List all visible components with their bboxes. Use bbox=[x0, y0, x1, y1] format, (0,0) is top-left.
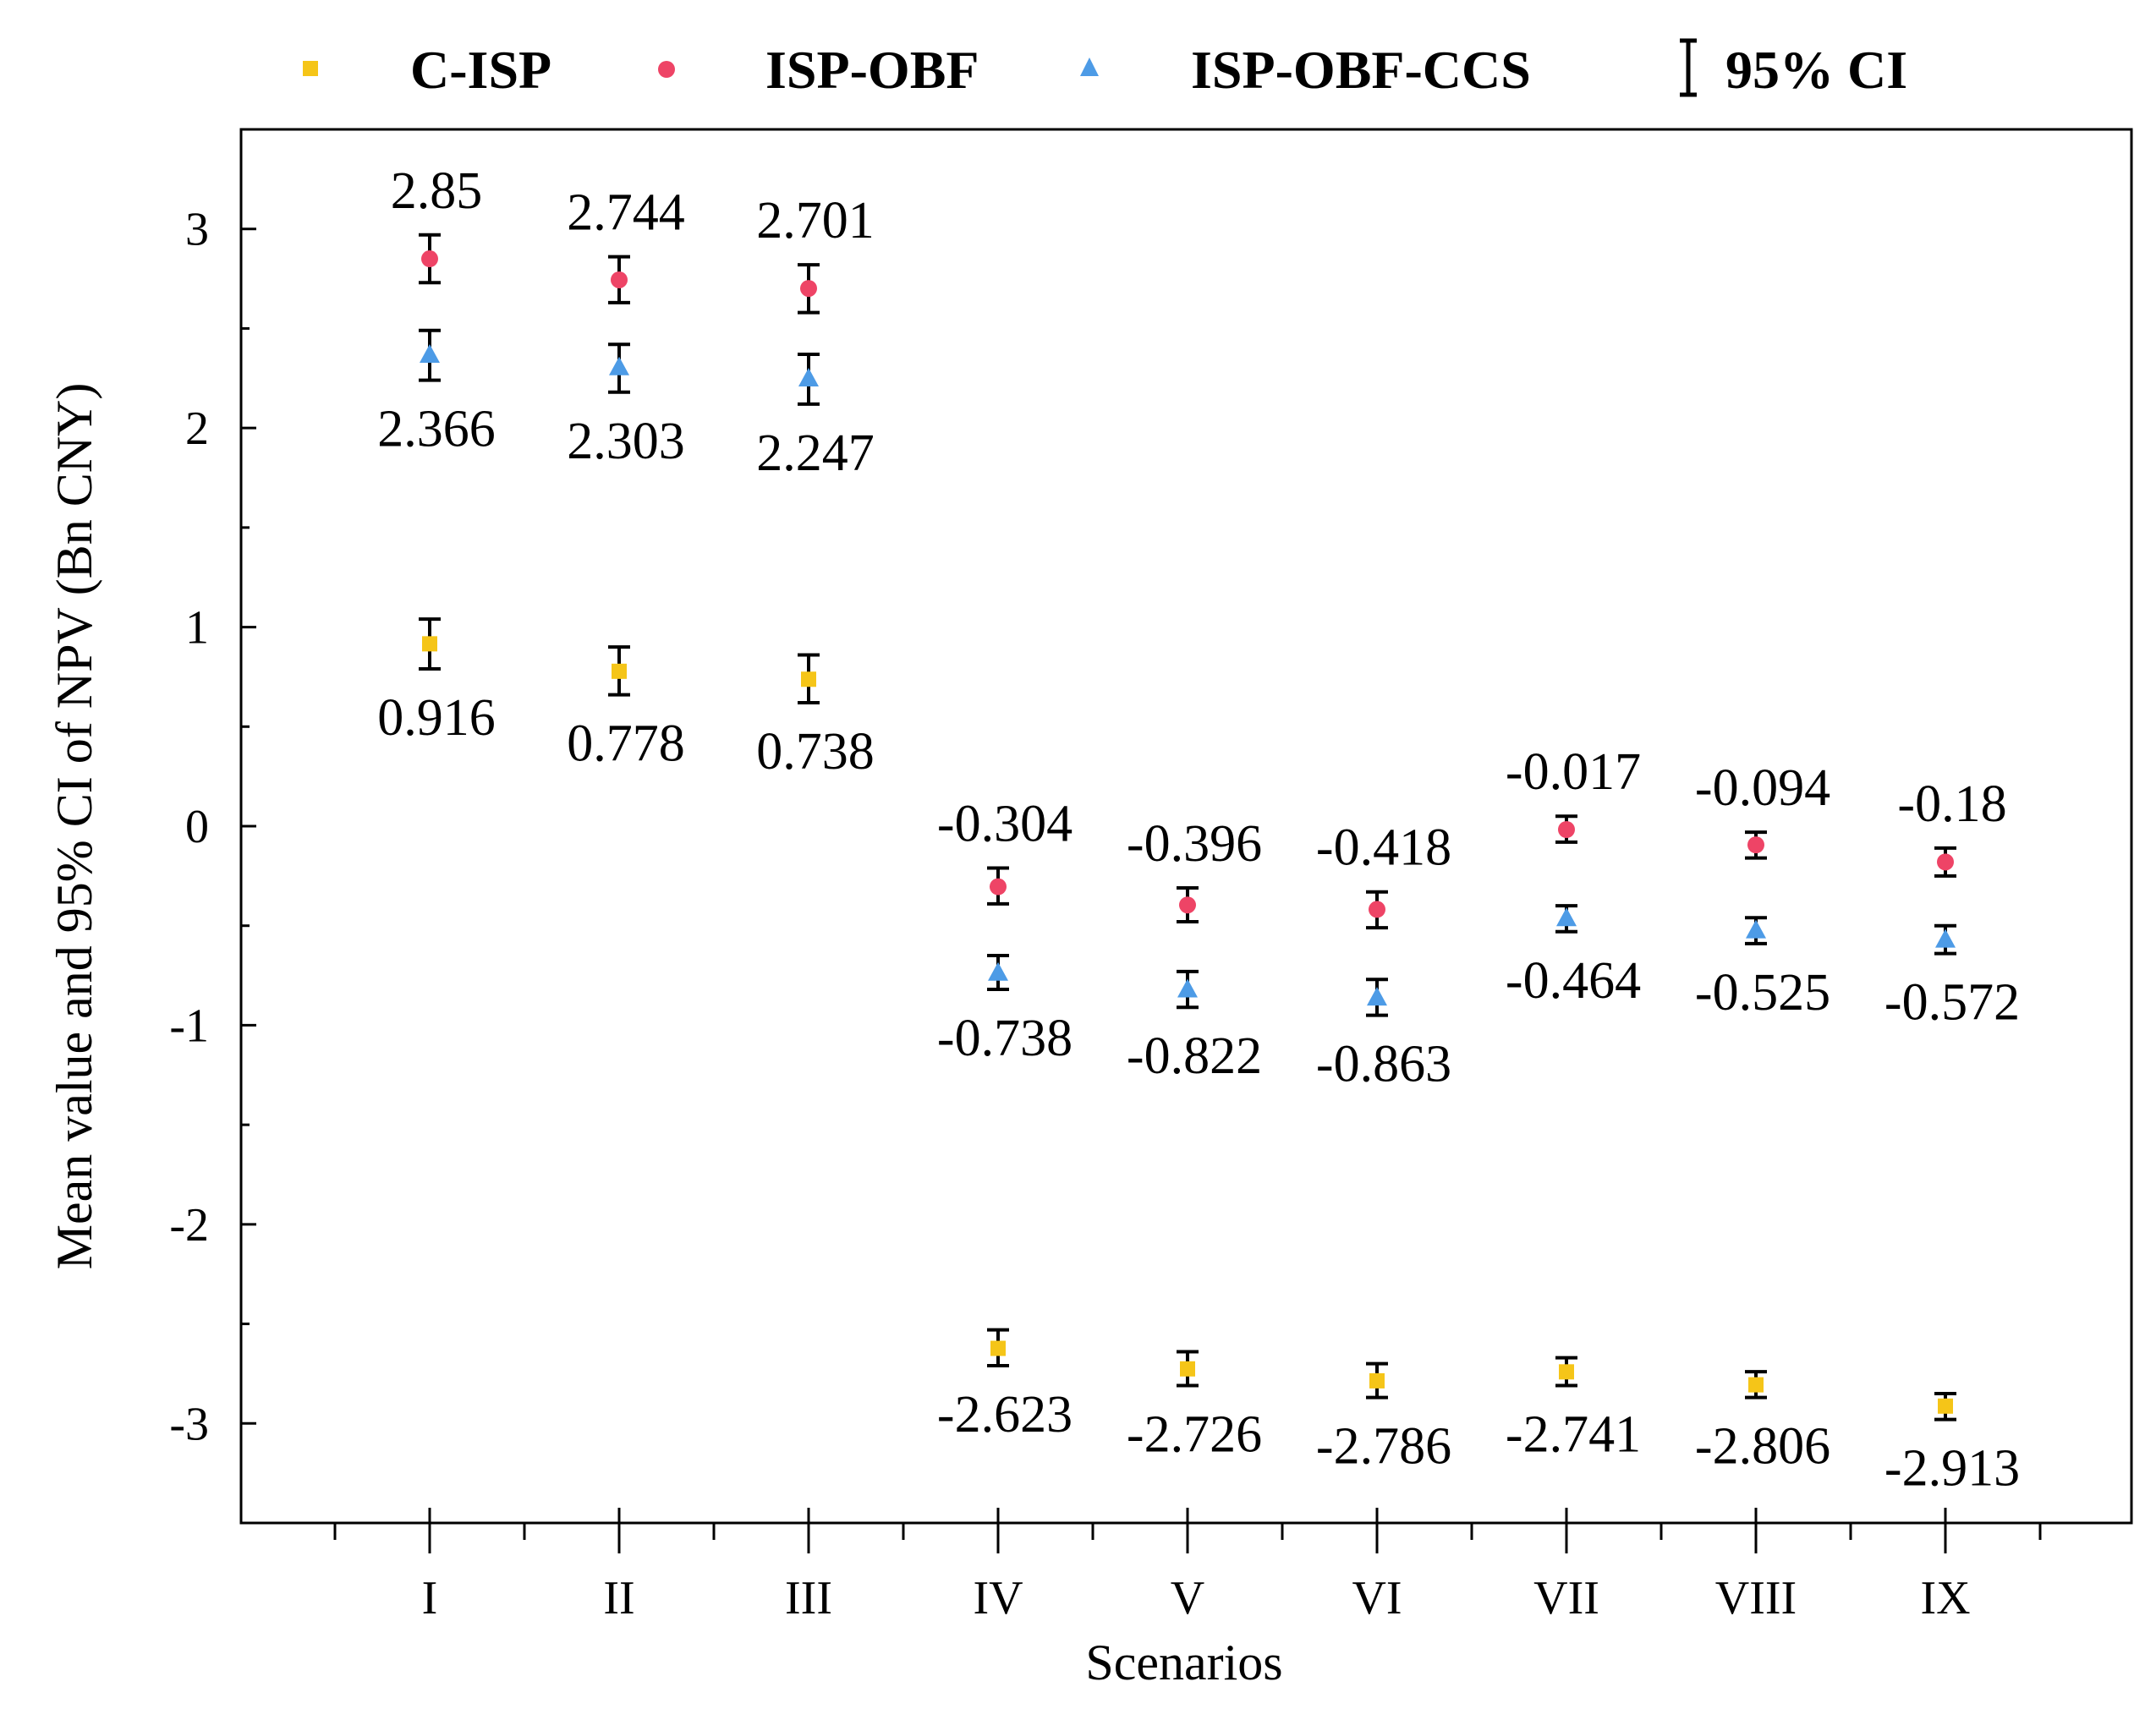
data-label-isp-obf-ccs: 2.247 bbox=[756, 425, 875, 482]
legend-label-c-isp: C-ISP bbox=[410, 40, 551, 100]
data-label-isp-obf: 2.744 bbox=[567, 184, 685, 242]
data-label-c-isp: -2.786 bbox=[1316, 1418, 1451, 1476]
data-label-isp-obf-ccs: 2.303 bbox=[567, 413, 685, 470]
point-c-isp bbox=[1369, 1372, 1385, 1389]
x-tick-label: VI bbox=[1352, 1572, 1402, 1624]
point-c-isp bbox=[1938, 1398, 1953, 1414]
point-isp-obf-ccs bbox=[609, 356, 629, 375]
y-tick-label: 1 bbox=[185, 602, 209, 655]
x-axis: I II III IV V VI VII VIII IX bbox=[333, 1508, 2042, 1624]
x-tick-label: V bbox=[1171, 1572, 1204, 1624]
x-tick-label: II bbox=[603, 1572, 634, 1624]
point-isp-obf-ccs bbox=[420, 343, 440, 363]
data-label-c-isp: -2.623 bbox=[937, 1386, 1073, 1443]
point-c-isp bbox=[1559, 1364, 1574, 1380]
data-label-isp-obf-ccs: 2.366 bbox=[377, 401, 496, 458]
point-isp-obf bbox=[800, 280, 817, 298]
data-label-c-isp: -2.726 bbox=[1127, 1406, 1262, 1464]
point-isp-obf-ccs bbox=[988, 961, 1008, 981]
data-label-c-isp: -2.741 bbox=[1506, 1406, 1641, 1464]
x-tick-label: III bbox=[785, 1572, 832, 1624]
point-c-isp bbox=[990, 1340, 1006, 1356]
point-isp-obf bbox=[1747, 836, 1764, 854]
point-isp-obf-ccs bbox=[1367, 987, 1387, 1006]
data-label-isp-obf-ccs: -0.738 bbox=[937, 1010, 1073, 1067]
point-isp-obf bbox=[1558, 821, 1575, 839]
y-tick-label: 2 bbox=[185, 403, 209, 455]
y-axis: -3 -2 -1 0 1 2 3 bbox=[169, 128, 256, 1525]
data-label-isp-obf: -0.304 bbox=[937, 795, 1073, 852]
data-label-isp-obf: -0.094 bbox=[1695, 759, 1830, 817]
x-tick-label: VIII bbox=[1715, 1572, 1797, 1624]
y-tick-label: -1 bbox=[169, 1000, 209, 1052]
point-isp-obf bbox=[611, 271, 628, 288]
legend-marker-c-isp bbox=[303, 61, 318, 76]
legend: C-ISP ISP-OBF ISP-OBF-CCS 95% CI bbox=[303, 38, 1907, 100]
data-label-isp-obf: -0.18 bbox=[1897, 775, 2006, 833]
point-isp-obf bbox=[990, 878, 1007, 896]
data-label-c-isp: -2.913 bbox=[1884, 1440, 2020, 1498]
data-label-isp-obf: 2.85 bbox=[391, 162, 483, 220]
point-c-isp bbox=[1748, 1377, 1764, 1393]
point-isp-obf-ccs bbox=[1177, 978, 1198, 998]
data-label-isp-obf: -0.396 bbox=[1127, 815, 1262, 873]
data-label-isp-obf: -0.418 bbox=[1316, 819, 1451, 877]
plot-marks: 0.916 0.778 0.738-2.623 -2.726 -2.786 -2.741-… bbox=[377, 162, 2020, 1498]
point-c-isp bbox=[422, 636, 437, 652]
data-label-isp-obf-ccs: -0.525 bbox=[1695, 964, 1830, 1022]
legend-ci-icon bbox=[1680, 38, 1697, 97]
point-isp-obf-ccs bbox=[1746, 919, 1766, 939]
legend-label-ci: 95% CI bbox=[1725, 40, 1907, 100]
data-label-c-isp: 0.778 bbox=[567, 715, 685, 773]
x-axis-title: Scenarios bbox=[1085, 1635, 1282, 1690]
point-c-isp bbox=[801, 671, 816, 687]
y-tick-label: -3 bbox=[169, 1398, 209, 1450]
data-label-isp-obf: -0.017 bbox=[1506, 743, 1641, 801]
y-tick-label: 3 bbox=[185, 204, 209, 256]
point-isp-obf-ccs bbox=[1935, 928, 1956, 948]
data-label-isp-obf-ccs: -0.863 bbox=[1316, 1036, 1451, 1093]
y-tick-label: 0 bbox=[185, 801, 209, 853]
y-tick-label: -2 bbox=[169, 1199, 209, 1252]
point-isp-obf bbox=[1179, 896, 1196, 914]
data-label-isp-obf: 2.701 bbox=[756, 192, 875, 249]
point-isp-obf bbox=[1937, 853, 1954, 871]
point-isp-obf bbox=[421, 250, 438, 268]
point-isp-obf-ccs bbox=[1556, 907, 1577, 927]
data-label-c-isp: -2.806 bbox=[1695, 1418, 1830, 1476]
legend-label-isp-obf-ccs: ISP-OBF-CCS bbox=[1191, 40, 1531, 100]
x-tick-label: I bbox=[422, 1572, 438, 1624]
data-label-c-isp: 0.738 bbox=[756, 723, 875, 781]
point-isp-obf-ccs bbox=[798, 367, 819, 386]
legend-marker-isp-obf bbox=[658, 61, 675, 78]
point-isp-obf bbox=[1369, 901, 1385, 918]
data-label-isp-obf-ccs: -0.572 bbox=[1884, 974, 2020, 1032]
x-tick-label: IX bbox=[1920, 1572, 1970, 1624]
data-label-isp-obf-ccs: -0.822 bbox=[1127, 1027, 1262, 1085]
point-c-isp bbox=[612, 663, 627, 679]
data-label-isp-obf-ccs: -0.464 bbox=[1506, 952, 1641, 1010]
data-label-c-isp: 0.916 bbox=[377, 689, 496, 747]
legend-marker-isp-obf-ccs bbox=[1080, 58, 1099, 76]
point-c-isp bbox=[1180, 1361, 1195, 1377]
legend-label-isp-obf: ISP-OBF bbox=[765, 40, 979, 100]
x-tick-label: IV bbox=[973, 1572, 1023, 1624]
x-tick-label: VII bbox=[1533, 1572, 1599, 1624]
y-axis-title: Mean value and 95% CI of NPV (Bn CNY) bbox=[47, 383, 102, 1270]
